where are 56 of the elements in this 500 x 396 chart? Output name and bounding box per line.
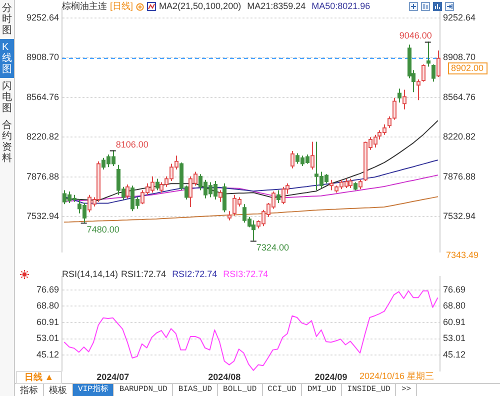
text: BIAS_UD: [173, 384, 218, 396]
y-tick-label: 7876.88: [26, 171, 59, 182]
y2-tick-label: 53.01: [443, 333, 466, 344]
annotation: 8106.00: [116, 139, 148, 150]
text: K线图: [0, 39, 14, 78]
text: CCI_UD: [262, 384, 302, 396]
legend-title: RSI(14,14,14): [62, 269, 118, 280]
text: DMI_UD: [302, 384, 342, 396]
x-tick-label: 2024/09: [314, 372, 348, 382]
y2-tick-label: 7876.88: [443, 171, 476, 182]
y2-tick-label: 9252.64: [443, 12, 476, 22]
chart-title: 棕榈油主连: [62, 1, 107, 12]
annotation: 7480.00: [86, 224, 120, 235]
y2-tick-label: 8220.82: [443, 132, 476, 142]
y2-tick-label: 68.80: [443, 300, 466, 311]
y-tick-label: 60.91: [36, 316, 59, 327]
y2-tick-label: 8564.76: [443, 92, 476, 102]
y-tick-label: 8220.82: [26, 132, 59, 142]
legend-title: MA2(21,50,100,200): [159, 1, 242, 12]
text: BOLL_UD: [218, 384, 263, 396]
text: VIP指标: [73, 384, 114, 396]
text: RSI3:72.74: [223, 269, 268, 280]
y-tick-label: 76.69: [36, 284, 59, 294]
text: INSIDE_UD: [342, 384, 396, 396]
text: 指标: [15, 384, 44, 396]
x-tick-label: 2024/08: [208, 372, 241, 382]
text: 分时图: [1, 2, 13, 38]
text: 合约资料: [1, 119, 13, 166]
y2-tick-label: 7532.94: [443, 211, 476, 222]
y-tick-label: 53.01: [36, 333, 59, 344]
text: 7343.49: [446, 250, 479, 260]
text: 日线 ▲: [16, 371, 62, 384]
y-tick-label: 45.12: [36, 350, 59, 360]
annotation: RSI2:72.74: [172, 269, 218, 280]
y-tick-label: 7532.94: [26, 211, 59, 222]
y2-tick-label: 76.69: [443, 284, 466, 294]
chart-subtitle: [日线]: [110, 1, 134, 12]
y-tick-label: 8908.70: [26, 52, 59, 62]
y2-tick-label: 45.12: [443, 350, 466, 360]
annotation: RSI1:72.74: [121, 269, 166, 280]
text: 闪电图: [1, 80, 13, 116]
y-tick-label: 8564.76: [26, 92, 59, 102]
text: MA50:8021.96: [312, 1, 370, 12]
y-tick-label: 9252.64: [26, 12, 59, 22]
text: BARUPDN_UD: [114, 384, 174, 396]
annotation: 7324.00: [256, 242, 289, 253]
text: MA21:8359.24: [247, 1, 306, 12]
y2-tick-label: 60.91: [443, 316, 466, 327]
ref-line-label: 8902.00: [451, 62, 484, 73]
y2-tick-label: 8908.70: [443, 52, 476, 62]
text: 模板: [44, 384, 73, 396]
text: >>: [396, 384, 418, 396]
annotation: 2024/10/16 星期三: [359, 371, 434, 382]
x-tick-label: 2024/07: [96, 372, 130, 382]
annotation: 9046.00: [399, 30, 432, 41]
y-tick-label: 68.80: [36, 300, 59, 311]
